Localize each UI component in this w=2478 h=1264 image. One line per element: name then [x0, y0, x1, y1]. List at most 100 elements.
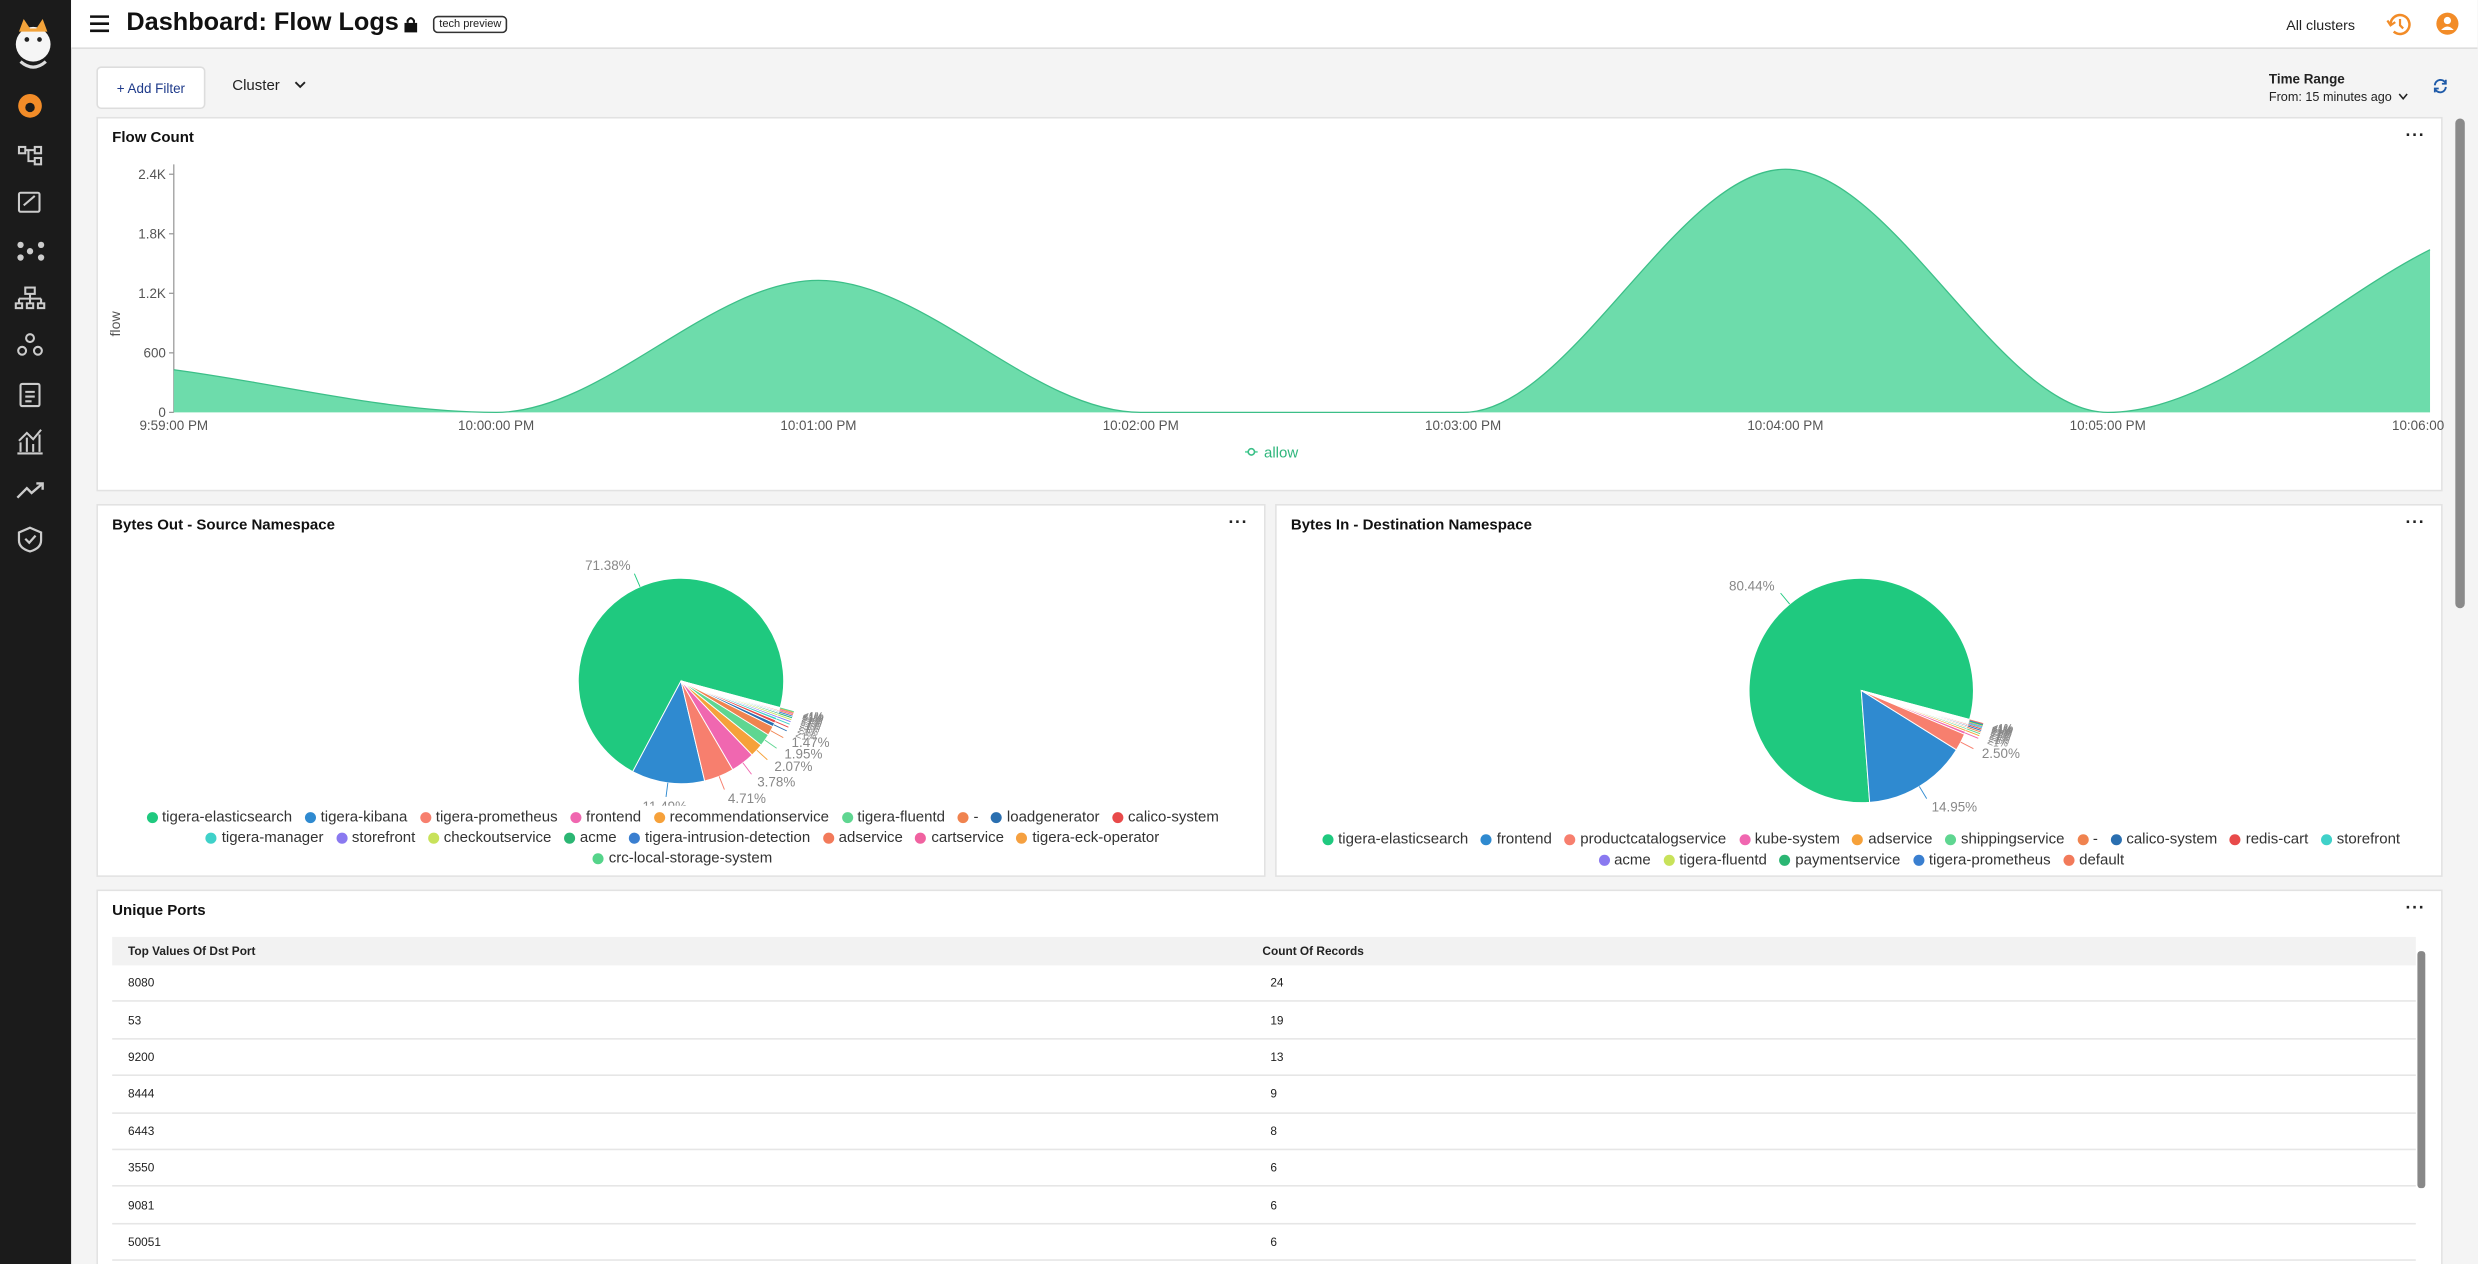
panel: Flow Count ··· 0 600 1.2K 1.8K 2.4K 9:59:00 P… — [96, 116, 2444, 492]
legend-item[interactable]: paymentservice — [1779, 852, 1900, 869]
legend-item[interactable]: crc-local-storage-system — [592, 850, 772, 867]
legend-item[interactable]: recommendationservice — [653, 809, 829, 826]
legend-item[interactable]: tigera-prometheus — [419, 808, 558, 827]
legend-swatch — [2229, 834, 2241, 846]
legend-item[interactable]: loadgenerator — [991, 809, 1100, 826]
legend-label: shippingservice — [1960, 831, 2065, 849]
panel-menu[interactable]: ··· — [2405, 126, 2426, 146]
legend-item[interactable]: cartservice — [915, 829, 1004, 847]
legend-label: - — [973, 808, 979, 827]
slice-label: <1% — [802, 714, 823, 725]
logo[interactable] — [15, 18, 51, 69]
nav-endpoints[interactable] — [14, 286, 46, 310]
slice-label: 11.49% — [643, 799, 688, 806]
nav-trends[interactable] — [16, 482, 44, 499]
nav-compliance[interactable] — [19, 382, 41, 408]
legend-label: tigera-prometheus — [435, 808, 558, 827]
legend-item[interactable]: tigera-fluentd — [1663, 852, 1767, 869]
nav-graph[interactable] — [17, 145, 43, 166]
label-leader — [1968, 721, 1983, 727]
legend-item[interactable]: productcatalogservice — [1564, 831, 1726, 848]
lock-icon — [404, 17, 418, 33]
cluster-selector[interactable]: All clusters — [2286, 17, 2356, 34]
legend-item[interactable]: storefront — [336, 830, 415, 847]
legend-label: calico-system — [1127, 808, 1219, 827]
menu-button[interactable] — [88, 14, 110, 33]
pie-slice — [1860, 689, 1958, 803]
slice-label: 80.44% — [1729, 579, 1775, 594]
time-range-value[interactable]: From: 15 minutes ago — [2268, 90, 2392, 105]
legend-item[interactable]: adservice — [822, 829, 903, 847]
legend-item[interactable]: default — [2063, 852, 2124, 869]
legend-label: kube-system — [1754, 831, 1840, 849]
legend-swatch — [336, 832, 348, 844]
refresh-button[interactable] — [2432, 77, 2449, 94]
legend-item[interactable]: checkoutservice — [427, 830, 551, 847]
nav-reports[interactable] — [17, 429, 43, 455]
sidebar-icons — [14, 18, 51, 553]
nav-security[interactable] — [17, 526, 43, 553]
label-leader — [1780, 592, 1791, 605]
slice-label: 14.95% — [1932, 799, 1978, 814]
legend-label: productcatalogservice — [1580, 831, 1727, 849]
y-tick-label: 0 — [158, 405, 165, 420]
user-button[interactable] — [2435, 11, 2460, 36]
legend-label: tigera-kibana — [320, 808, 408, 827]
slice-label: 3.78% — [757, 775, 795, 790]
column-header[interactable]: Count Of Records — [1262, 944, 1364, 959]
legend-item[interactable]: tigera-kibana — [304, 808, 408, 827]
add-filter-button[interactable]: + Add Filter — [96, 66, 206, 110]
nav-dashboard[interactable] — [18, 94, 42, 118]
page-scrollbar[interactable] — [2455, 118, 2465, 609]
x-tick-label: 10:05:00 PM — [2070, 418, 2146, 433]
history-button[interactable] — [2384, 11, 2412, 38]
table-scrollbar[interactable] — [2417, 951, 2426, 1189]
label-leader — [779, 710, 794, 716]
label-leader — [779, 707, 794, 713]
panel-menu[interactable]: ··· — [2405, 513, 2426, 533]
panel-menu[interactable]: ··· — [1228, 513, 1249, 533]
legend-item[interactable]: shippingservice — [1945, 831, 2064, 848]
legend-item[interactable]: tigera-intrusion-detection — [629, 830, 810, 847]
legend-item[interactable]: acme — [1598, 852, 1651, 869]
nav-network[interactable] — [17, 241, 45, 261]
legend: tigera-elasticsearch tigera-kibana tigera-… — [145, 809, 1219, 867]
legend-label: adservice — [838, 829, 903, 847]
legend-item[interactable]: tigera-elasticsearch — [1322, 831, 1468, 848]
label-leader — [1967, 725, 1982, 731]
legend-item[interactable]: tigera-prometheus — [1913, 852, 2051, 869]
legend-item[interactable]: tigera-eck-operator — [1016, 830, 1159, 847]
legend-item[interactable]: acme — [564, 830, 617, 847]
legend-item[interactable]: frontend — [570, 809, 641, 826]
legend-item[interactable]: tigera-manager — [205, 830, 323, 847]
legend-item[interactable]: - — [957, 808, 979, 827]
legend-item[interactable]: frontend — [1480, 831, 1552, 848]
nav-policies[interactable] — [17, 191, 41, 213]
panel-menu[interactable]: ··· — [2405, 899, 2426, 918]
label-leader — [779, 708, 794, 714]
slice-label: 2.07% — [774, 759, 812, 774]
legend-item[interactable]: kube-system — [1738, 831, 1840, 849]
column-header[interactable]: Top Values Of Dst Port — [127, 944, 256, 959]
legend-item[interactable]: tigera-elasticsearch — [146, 809, 292, 826]
slice-label: <1% — [1991, 726, 2012, 737]
x-tick-label: 10:03:00 PM — [1425, 418, 1501, 433]
cluster-filter[interactable]: Cluster — [232, 77, 280, 95]
legend-label: storefront — [2336, 831, 2401, 849]
legend-item[interactable]: calico-system — [1112, 809, 1219, 826]
legend-item[interactable]: redis-cart — [2229, 831, 2308, 848]
label-leader — [1967, 724, 1982, 730]
legend-item[interactable]: - — [2077, 831, 2098, 848]
legend-item[interactable]: adservice — [1852, 831, 1933, 848]
x-tick-label: 10:00:00 PM — [458, 418, 534, 433]
legend-label: cartservice — [931, 829, 1004, 847]
nav-services[interactable] — [17, 333, 43, 356]
legend-swatch — [629, 832, 641, 844]
legend-item[interactable]: storefront — [2320, 831, 2401, 849]
label-leader — [718, 776, 725, 790]
label-leader — [1969, 719, 1984, 725]
legend-swatch — [1945, 834, 1957, 846]
legend-swatch — [1913, 854, 1925, 866]
legend-item[interactable]: tigera-fluentd — [841, 809, 945, 826]
legend-item[interactable]: calico-system — [2110, 831, 2217, 848]
